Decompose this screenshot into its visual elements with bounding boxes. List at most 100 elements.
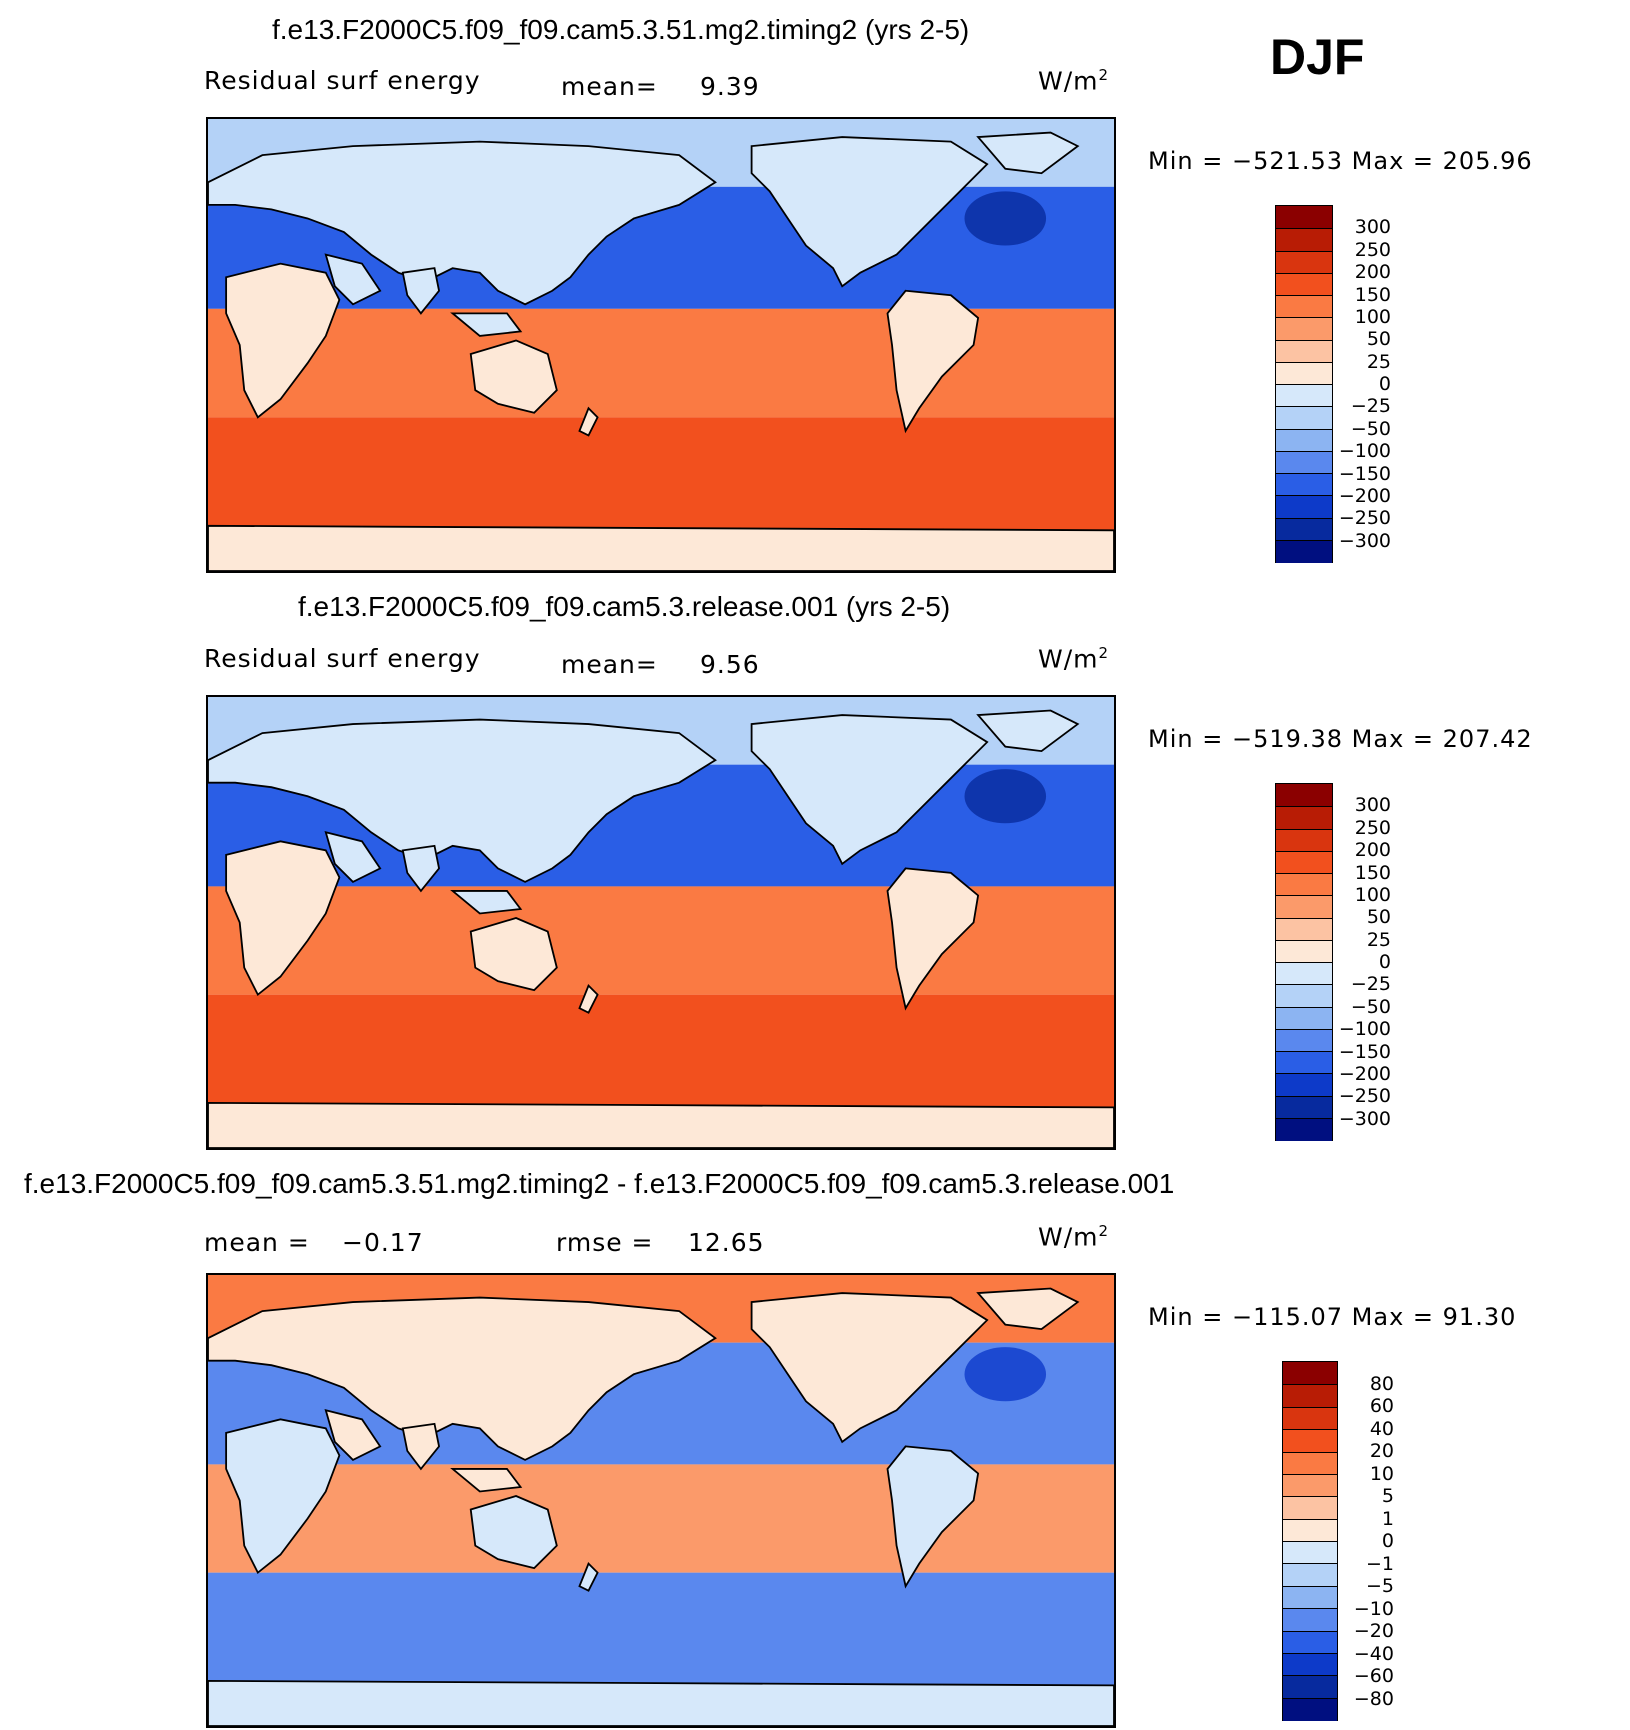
land-australia <box>469 1495 558 1570</box>
field-core-gulfstream <box>964 769 1047 824</box>
colorbar-segment <box>1276 962 1332 986</box>
colorbar-segment <box>1283 1541 1337 1565</box>
panel1-units: W/m2 <box>1038 66 1110 96</box>
colorbar-segment <box>1276 473 1332 497</box>
colorbar-segment <box>1276 206 1332 230</box>
colorbar-segment <box>1283 1518 1337 1542</box>
panel1-mean-label: mean= <box>561 72 658 101</box>
colorbar-segment <box>1283 1652 1337 1677</box>
land-antarctica <box>208 524 1114 571</box>
panel3-rmse-label: rmse = <box>556 1228 654 1257</box>
land-india <box>401 1422 441 1471</box>
colorbar-segment <box>1276 228 1332 252</box>
colorbar-segment <box>1276 384 1332 408</box>
map-canvas <box>208 697 1114 1148</box>
colorbar-tick-label: −300 <box>1338 1107 1391 1130</box>
land-samerica <box>886 289 980 434</box>
colorbar-segment <box>1283 1384 1337 1408</box>
colorbar-tick-label: 50 <box>1366 906 1391 929</box>
panel3-mean-label: mean = <box>204 1228 310 1257</box>
colorbar-segment <box>1276 850 1332 874</box>
colorbar-tick-label: −100 <box>1338 440 1391 463</box>
panel1-minmax: Min = −521.53 Max = 205.96 <box>1148 147 1533 175</box>
panel1-title: f.e13.F2000C5.f09_f09.cam5.3.51.mg2.timi… <box>272 14 970 45</box>
colorbar-segment <box>1276 361 1332 385</box>
colorbar-tick-label: 250 <box>1354 238 1391 261</box>
map-canvas <box>208 119 1114 571</box>
colorbar-tick-label: −5 <box>1365 1575 1394 1597</box>
colorbar-segment <box>1283 1608 1337 1632</box>
panel1-map <box>206 117 1116 573</box>
colorbar-segment <box>1276 272 1332 296</box>
colorbar-tick-label: 300 <box>1354 794 1391 817</box>
panel1-mean-value: 9.39 <box>700 72 760 101</box>
panel3-units: W/m2 <box>1038 1222 1110 1252</box>
colorbar-tick-label: 300 <box>1354 216 1391 239</box>
colorbar-tick-label: 20 <box>1369 1440 1394 1462</box>
colorbar-tick-label: −50 <box>1350 995 1391 1018</box>
colorbar-tick-label: 150 <box>1354 283 1391 306</box>
colorbar-segment <box>1283 1563 1337 1587</box>
colorbar-tick-label: −150 <box>1338 462 1391 485</box>
colorbar-tick-label: 50 <box>1366 328 1391 351</box>
panel2-mean-value: 9.56 <box>700 650 760 679</box>
colorbar-tick-label: −50 <box>1350 417 1391 440</box>
colorbar-tick-label: 200 <box>1354 839 1391 862</box>
colorbar-tick-label: 80 <box>1369 1372 1394 1395</box>
colorbar-segment <box>1276 939 1332 963</box>
field-tropics <box>208 1464 1114 1573</box>
land-antarctica <box>208 1679 1114 1726</box>
colorbar-tick-label: 100 <box>1354 883 1391 906</box>
land-nz <box>578 406 599 437</box>
colorbar-segment <box>1276 250 1332 274</box>
land-arabia <box>324 831 382 884</box>
colorbar-segment <box>1283 1362 1337 1386</box>
colorbar-segment <box>1276 1006 1332 1030</box>
colorbar-segment <box>1276 784 1332 808</box>
colorbar-segment <box>1276 339 1332 363</box>
colorbar-tick-label: 0 <box>1378 951 1391 973</box>
land-antarctica <box>208 1101 1114 1148</box>
colorbar-tick-label: 1 <box>1381 1507 1394 1530</box>
panel2-colorbar <box>1275 783 1333 1141</box>
land-namerica <box>750 714 989 866</box>
season-label: DJF <box>1270 29 1365 85</box>
panel2-variable-label: Residual surf energy <box>204 644 481 673</box>
panel3-colorbar <box>1282 1361 1338 1721</box>
land-africa <box>225 840 341 997</box>
panel3-title: f.e13.F2000C5.f09_f09.cam5.3.51.mg2.timi… <box>24 1168 1175 1199</box>
land-eurasia <box>208 1296 717 1461</box>
land-greenland <box>976 1287 1080 1331</box>
field-tropics <box>208 886 1114 995</box>
colorbar-tick-label: −150 <box>1338 1040 1391 1063</box>
land-indonesia <box>450 890 523 915</box>
colorbar-segment <box>1276 806 1332 830</box>
land-greenland <box>976 709 1080 753</box>
map-canvas <box>208 1275 1114 1726</box>
colorbar-tick-label: 0 <box>1378 373 1391 395</box>
field-southern-ocean <box>208 994 1114 1108</box>
colorbar-tick-label: −25 <box>1350 973 1391 996</box>
panel3-mean-value: −0.17 <box>342 1228 424 1257</box>
colorbar-segment <box>1276 450 1332 474</box>
panel3-minmax: Min = −115.07 Max = 91.30 <box>1148 1303 1517 1331</box>
land-africa <box>225 262 341 419</box>
land-india <box>401 844 441 893</box>
colorbar-tick-label: −1 <box>1365 1552 1394 1575</box>
colorbar-segment <box>1276 895 1332 919</box>
land-namerica <box>750 1292 989 1444</box>
land-nz <box>578 984 599 1014</box>
panel2-title: f.e13.F2000C5.f09_f09.cam5.3.release.001… <box>298 591 951 622</box>
field-tropics <box>208 308 1114 418</box>
colorbar-segment <box>1283 1697 1337 1721</box>
land-africa <box>225 1418 341 1575</box>
colorbar-segment <box>1276 406 1332 430</box>
land-nz <box>578 1562 599 1592</box>
land-indonesia <box>450 312 523 337</box>
colorbar-segment <box>1283 1451 1337 1475</box>
colorbar-segment <box>1276 539 1332 563</box>
colorbar-segment <box>1276 1117 1332 1141</box>
colorbar-segment <box>1276 1051 1332 1075</box>
panel3-map <box>206 1273 1116 1728</box>
panel2-minmax: Min = −519.38 Max = 207.42 <box>1148 725 1533 753</box>
